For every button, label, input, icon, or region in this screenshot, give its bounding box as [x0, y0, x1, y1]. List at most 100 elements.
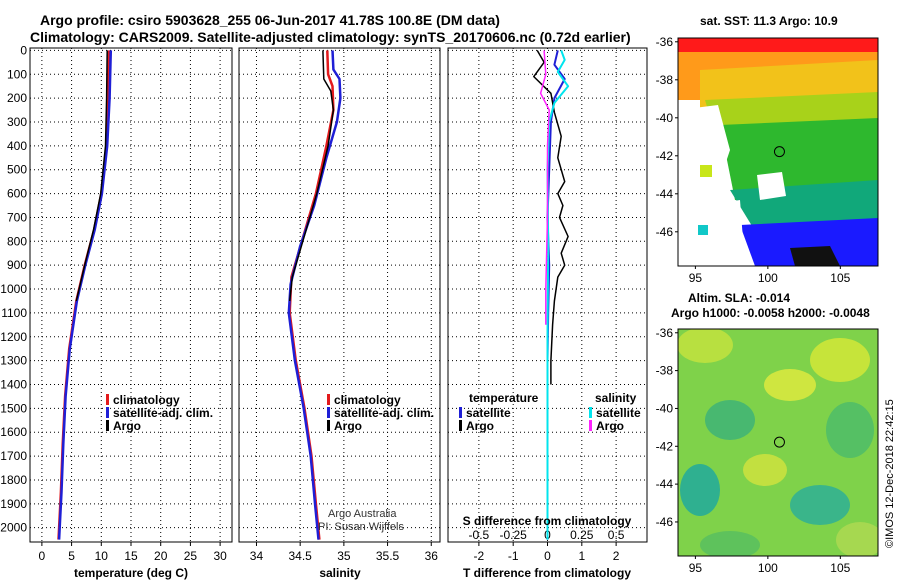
salinity-plot-frame	[238, 47, 441, 543]
sst-missing-west	[678, 105, 730, 210]
temperature-panel: 0100200300400500600700800900100011001200…	[0, 43, 233, 580]
legend-swatch-t-satellite	[459, 407, 462, 418]
sla-blob	[705, 400, 755, 440]
legend-label-satellite: satellite-adj. clim.	[113, 406, 213, 420]
legend-swatch-climatology	[327, 394, 330, 405]
x-tick-label: 1	[578, 549, 585, 563]
legend-label-s-satellite: satellite	[596, 406, 641, 420]
x-tick-label: 34.5	[288, 549, 312, 563]
salinity-tick-labels: 34 34.5 35 35.5 36	[250, 549, 438, 563]
map-lon-label: 105	[830, 271, 850, 285]
map-lat-label: -38	[656, 364, 674, 378]
x-tick-label: 34	[250, 549, 264, 563]
salinity-lines	[287, 50, 342, 540]
legend-label-t-satellite: satellite	[466, 406, 511, 420]
temperature-legend: climatology satellite-adj. clim. Argo	[106, 393, 213, 433]
imos-timestamp: ©IMOS 12-Dec-2018 22:42:15	[884, 399, 896, 548]
depth-tick-label: 900	[7, 258, 27, 272]
x2-tick-label: -0.5	[469, 528, 490, 542]
figure-title-line2: Climatology: CARS2009. Satellite-adjuste…	[30, 29, 631, 45]
sla-blob	[700, 531, 760, 556]
legend-swatch-s-argo	[589, 420, 592, 431]
depth-tick-label: 1500	[0, 401, 27, 415]
legend-swatch-t-argo	[459, 420, 462, 431]
legend-heading-temperature: temperature	[469, 391, 539, 405]
sst-band-blue	[740, 218, 878, 266]
sst-field	[678, 38, 878, 266]
series-line-satellite-adj-clim-	[287, 50, 342, 540]
depth-tick-label: 1100	[1, 306, 27, 320]
x-tick-label: 15	[124, 549, 138, 563]
depth-tick-label: 1900	[0, 497, 27, 511]
sst-missing-southwest	[678, 200, 745, 266]
x-tick-label: 35	[337, 549, 351, 563]
credit-pi-name: PI: Susan Wijffels	[318, 521, 404, 533]
map-lat-label: -40	[656, 111, 674, 125]
depth-tick-label: 200	[7, 91, 27, 105]
x2-tick-label: 0.25	[570, 528, 594, 542]
depth-tick-label: 1000	[0, 282, 27, 296]
x2-tick-label: 0.5	[608, 528, 625, 542]
depth-tick-label: 1400	[0, 377, 27, 391]
depth-tick-label: 300	[7, 115, 27, 129]
depth-tick-label: 100	[7, 67, 27, 81]
difference-grid	[448, 48, 647, 546]
temperature-lines	[57, 50, 113, 540]
sla-blob	[790, 485, 850, 525]
legend-heading-salinity: salinity	[595, 391, 637, 405]
depth-tick-label: 700	[7, 210, 27, 224]
sst-missing-centre	[757, 172, 786, 200]
map-lon-label: 95	[689, 271, 703, 285]
sla-map-title: Altim. SLA: -0.014	[688, 291, 790, 305]
sst-map-panel: sat. SST: 11.3 Argo: 10.9 95 100 105 -36 -38…	[656, 14, 879, 285]
sla-blob	[836, 522, 878, 556]
x-tick-label: 10	[95, 549, 109, 563]
map-lat-label: -44	[656, 187, 674, 201]
difference-lines	[533, 50, 570, 540]
x-tick-label: 35.5	[376, 549, 400, 563]
salinity-legend: climatology satellite-adj. clim. Argo	[327, 393, 434, 433]
x-tick-label: 0	[544, 549, 551, 563]
map-lat-label: -46	[656, 225, 674, 239]
legend-label-argo: Argo	[113, 419, 141, 433]
x-tick-label: 0	[39, 549, 46, 563]
temperature-grid	[30, 48, 232, 546]
depth-tick-label: 800	[7, 234, 27, 248]
sla-map-subtitle: Argo h1000: -0.0058 h2000: -0.0048	[671, 306, 870, 320]
sla-map-tick-labels: 95 100 105 -36 -38 -40 -42 -44 -46	[656, 326, 851, 575]
legend-swatch-satellite	[327, 407, 330, 418]
legend-swatch-s-satellite	[589, 407, 592, 418]
sla-blob	[764, 369, 816, 401]
series-line-argo	[75, 50, 108, 302]
map-lon-label: 95	[689, 561, 703, 575]
sst-map-frame	[677, 37, 879, 267]
depth-tick-label: 400	[7, 139, 27, 153]
depth-tick-labels: 0 100 200 300 400 500 600 700 800 900 1000 1100 1200…	[0, 43, 27, 534]
legend-swatch-climatology	[106, 394, 109, 405]
figure-title-line1: Argo profile: csiro 5903628_255 06-Jun-2…	[40, 12, 500, 28]
map-lat-label: -36	[656, 326, 674, 340]
salinity-axis-label: salinity	[319, 566, 361, 580]
map-lon-label: 100	[758, 271, 778, 285]
map-lat-label: -36	[656, 35, 674, 49]
map-lat-label: -42	[656, 149, 674, 163]
sla-blob	[678, 329, 733, 363]
map-lat-label: -44	[656, 477, 674, 491]
t-difference-axis-label: T difference from climatology	[463, 566, 631, 580]
salinity-panel: 34 34.5 35 35.5 36 salinity climatology sate…	[238, 47, 441, 580]
x2-tick-label: -0.25	[500, 528, 528, 542]
sla-map-panel: Altim. SLA: -0.014 Argo h1000: -0.0058 h…	[656, 291, 879, 575]
argo-location-marker	[773, 436, 785, 448]
sla-blob	[743, 454, 787, 486]
legend-label-satellite: satellite-adj. clim.	[334, 406, 434, 420]
legend-label-argo: Argo	[334, 419, 362, 433]
legend-swatch-satellite	[106, 407, 109, 418]
credit-argo-australia: Argo Australia	[328, 508, 397, 520]
map-lat-label: -42	[656, 439, 674, 453]
depth-tick-label: 600	[7, 187, 27, 201]
depth-tick-label: 1300	[0, 354, 27, 368]
map-lat-label: -38	[656, 73, 674, 87]
map-lon-label: 100	[758, 561, 778, 575]
depth-tick-label: 500	[7, 163, 27, 177]
